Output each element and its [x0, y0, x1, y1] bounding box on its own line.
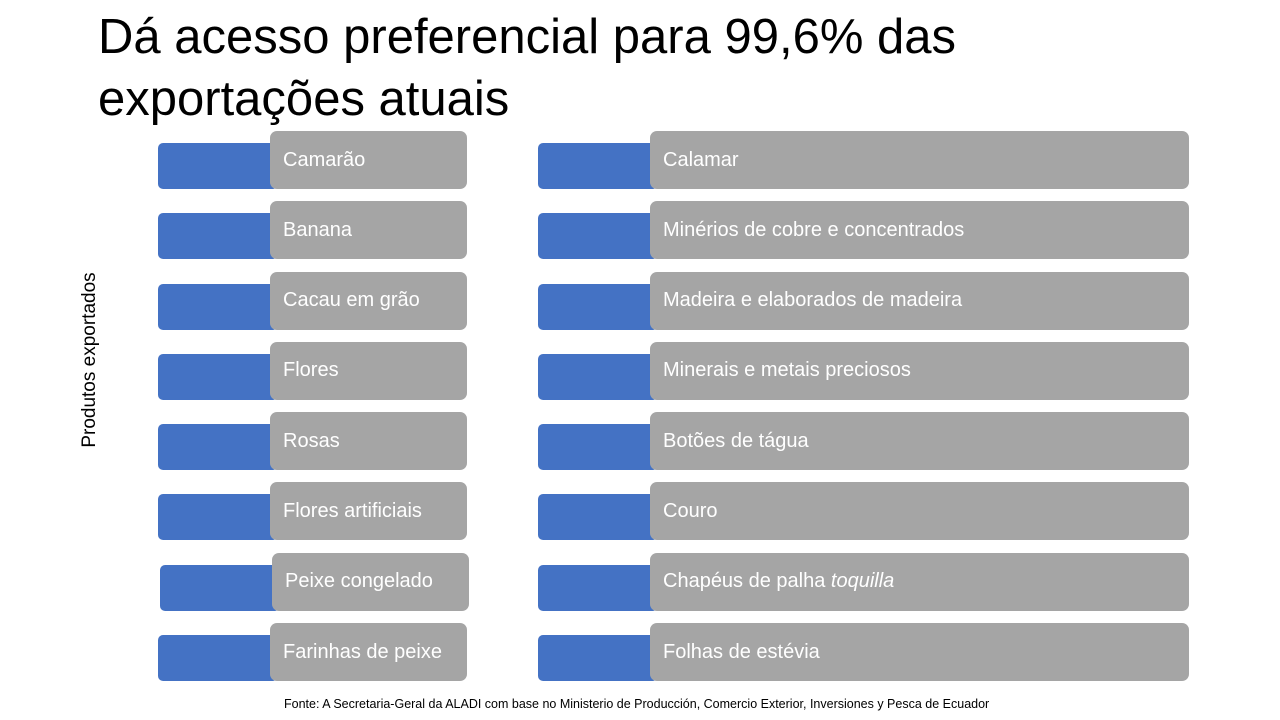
product-item-tab — [538, 424, 658, 471]
product-item-tab — [158, 353, 278, 400]
slide-title: Dá acesso preferencial para 99,6% das ex… — [98, 10, 957, 126]
product-item-label-italic: toquilla — [830, 570, 895, 593]
product-item-tab — [158, 635, 278, 682]
product-item-card: Banana — [270, 201, 467, 260]
product-item-card: Flores artificiais — [270, 482, 467, 541]
product-item-tab — [538, 635, 658, 682]
product-item-label: Peixe congelado — [285, 570, 433, 593]
product-item-label: Chapéus de palha toquilla — [663, 570, 894, 593]
product-item-label: Flores — [283, 359, 339, 382]
product-item-tab — [538, 283, 658, 330]
product-item-tab — [160, 564, 280, 611]
product-item-card: Madeira e elaborados de madeira — [650, 271, 1189, 330]
product-item-card: Flores — [270, 341, 467, 400]
product-item-label: Farinhas de peixe — [283, 640, 442, 663]
product-item-label: Minérios de cobre e concentrados — [663, 218, 965, 241]
product-item-tab — [538, 494, 658, 541]
product-item-card: Rosas — [270, 412, 467, 471]
product-item-tab — [158, 283, 278, 330]
product-item-label: Folhas de estévia — [663, 640, 820, 663]
product-item-label: Madeira e elaborados de madeira — [663, 289, 963, 312]
product-item-tab — [158, 213, 278, 260]
product-item-card: Botões de tágua — [650, 412, 1189, 471]
product-item-tab — [538, 564, 658, 611]
product-item-card: Folhas de estévia — [650, 623, 1189, 682]
product-item-tab — [158, 143, 278, 189]
product-item-card: Couro — [650, 482, 1189, 541]
source-note: Fonte: A Secretaria-Geral da ALADI com b… — [284, 697, 990, 711]
product-item-card: Minerais e metais preciosos — [650, 341, 1189, 400]
product-item-card: Chapéus de palha toquilla — [650, 552, 1189, 611]
product-item-tab — [158, 424, 278, 471]
product-item-card: Cacau em grão — [270, 271, 467, 330]
product-item-label-main: Chapéus de palha — [663, 570, 831, 593]
product-item-tab — [538, 143, 658, 189]
product-item-card: Farinhas de peixe — [270, 623, 467, 682]
product-item-label: Camarão — [283, 148, 366, 171]
product-item-card: Calamar — [650, 131, 1189, 189]
product-item-label: Flores artificiais — [283, 499, 422, 522]
product-item-label: Cacau em grão — [283, 289, 420, 312]
product-item-tab — [538, 213, 658, 260]
product-item-label: Couro — [663, 499, 718, 522]
product-item-tab — [538, 353, 658, 400]
product-item-tab — [158, 494, 278, 541]
product-item-label: Calamar — [663, 148, 739, 171]
product-item-label: Botões de tágua — [663, 429, 809, 452]
product-item-label: Minerais e metais preciosos — [663, 359, 911, 382]
vertical-axis-label: Produtos exportados — [79, 272, 100, 448]
product-item-card: Minérios de cobre e concentrados — [650, 201, 1189, 260]
product-item-label: Banana — [283, 218, 352, 241]
product-item-card: Camarão — [270, 131, 467, 189]
product-item-label: Rosas — [283, 429, 340, 452]
product-item-card: Peixe congelado — [272, 552, 469, 611]
